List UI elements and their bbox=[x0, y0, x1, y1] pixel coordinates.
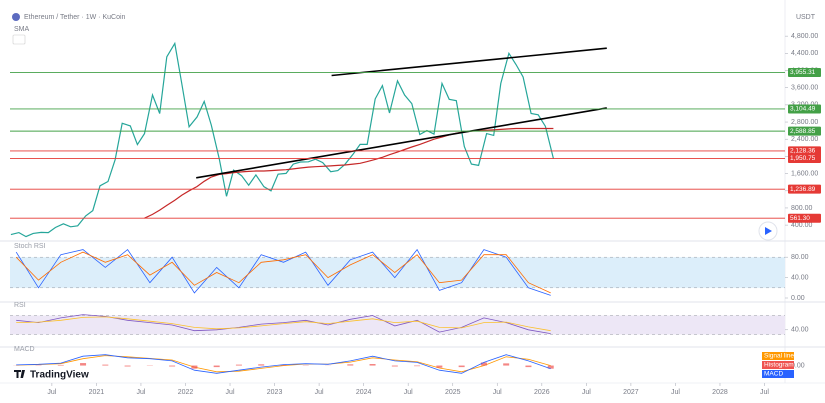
brand-name: TradingView bbox=[30, 370, 89, 381]
level-label: 561.30 bbox=[790, 215, 810, 222]
series-line bbox=[16, 314, 551, 334]
collapse-button[interactable] bbox=[12, 34, 26, 45]
histogram-bar bbox=[169, 365, 176, 367]
level-label-bg bbox=[788, 213, 821, 223]
pane-title: Stoch RSI bbox=[14, 243, 46, 250]
histogram-bar bbox=[369, 364, 376, 366]
x-tick-label: Jul bbox=[493, 389, 502, 396]
histogram-bar bbox=[213, 365, 220, 368]
y-tick-label: 2,400.00 bbox=[791, 136, 818, 143]
histogram-bar bbox=[80, 363, 87, 366]
y-tick-label: 3,600.00 bbox=[791, 85, 818, 92]
y-tick-label: 40.00 bbox=[791, 327, 809, 334]
x-tick-label: Jul bbox=[47, 389, 56, 396]
series-line bbox=[16, 354, 551, 374]
legend-label: Signal line bbox=[764, 353, 794, 360]
level-label: 1,950.75 bbox=[790, 155, 816, 162]
play-button[interactable] bbox=[758, 221, 778, 241]
histogram-bar bbox=[391, 365, 398, 367]
legend-label: Histogram bbox=[764, 362, 794, 369]
histogram-bar bbox=[280, 364, 287, 366]
x-tick-label: 2028 bbox=[712, 389, 728, 396]
y-tick-label: 40.00 bbox=[791, 274, 809, 281]
y-tick-label: 1,600.00 bbox=[791, 170, 818, 177]
histogram-bar bbox=[258, 364, 265, 366]
series-line bbox=[16, 316, 551, 332]
y-tick-label: 0.00 bbox=[791, 295, 805, 302]
legend-swatch bbox=[762, 370, 794, 378]
y-tick-label: 0.00 bbox=[791, 362, 805, 369]
x-tick-label: Jul bbox=[404, 389, 413, 396]
level-label-bg bbox=[788, 146, 821, 156]
histogram-bar bbox=[458, 365, 465, 368]
series-line bbox=[10, 41, 554, 238]
band bbox=[10, 257, 785, 288]
y-tick-label: 4,800.00 bbox=[791, 33, 818, 40]
legend-label: MACD bbox=[764, 371, 783, 378]
symbol-icon bbox=[12, 13, 20, 21]
level-label: 2,128.36 bbox=[790, 148, 816, 155]
x-tick-label: 2026 bbox=[534, 389, 550, 396]
series-line bbox=[16, 355, 551, 373]
x-tick-label: Jul bbox=[226, 389, 235, 396]
x-tick-label: 2022 bbox=[178, 389, 194, 396]
brand: TradingView bbox=[14, 370, 89, 381]
x-tick-label: 2025 bbox=[445, 389, 461, 396]
level-label-bg bbox=[788, 104, 821, 114]
histogram-bar bbox=[235, 364, 242, 366]
histogram-bar bbox=[480, 362, 487, 366]
x-tick-label: 2027 bbox=[623, 389, 639, 396]
histogram-bar bbox=[436, 365, 443, 368]
histogram-bar bbox=[347, 364, 354, 366]
level-label-bg bbox=[788, 67, 821, 77]
histogram-bar bbox=[547, 365, 554, 369]
x-tick-label: Jul bbox=[315, 389, 324, 396]
histogram-bar bbox=[102, 364, 109, 366]
pane-title: RSI bbox=[14, 302, 26, 309]
level-label: 2,588.85 bbox=[790, 128, 816, 135]
level-label-bg bbox=[788, 154, 821, 164]
legend-swatch bbox=[762, 361, 794, 369]
x-tick-label: 2023 bbox=[267, 389, 283, 396]
histogram-bar bbox=[57, 364, 64, 366]
y-tick-label: 2,800.00 bbox=[791, 119, 818, 126]
x-tick-label: 2024 bbox=[356, 389, 372, 396]
pane-title: MACD bbox=[14, 346, 35, 353]
y-tick-label: 80.00 bbox=[791, 254, 809, 261]
histogram-bar bbox=[191, 365, 198, 369]
brand-logo bbox=[14, 370, 25, 378]
x-tick-label: 2021 bbox=[89, 389, 105, 396]
level-label-bg bbox=[788, 126, 821, 136]
chart-title: Ethereum / Tether · 1W · KuCoin bbox=[24, 14, 126, 21]
y-tick-label: 400.00 bbox=[791, 222, 813, 229]
x-tick-label: Jul bbox=[671, 389, 680, 396]
histogram-bar bbox=[503, 363, 510, 366]
series-line bbox=[15, 251, 551, 294]
level-label: 3,104.49 bbox=[790, 106, 816, 113]
series-line bbox=[144, 127, 554, 219]
y-tick-label: 800.00 bbox=[791, 205, 813, 212]
series-line bbox=[15, 248, 551, 296]
level-label: 3,955.31 bbox=[790, 69, 816, 76]
trendline bbox=[196, 107, 607, 179]
histogram-bar bbox=[414, 365, 421, 367]
histogram-bar bbox=[124, 365, 131, 367]
indicator-label: SMA bbox=[14, 26, 30, 33]
play-icon[interactable] bbox=[765, 227, 772, 235]
histogram-bar bbox=[525, 365, 532, 368]
x-tick-label: Jul bbox=[136, 389, 145, 396]
legend-swatch bbox=[762, 352, 794, 360]
x-tick-label: Jul bbox=[760, 389, 769, 396]
level-label-bg bbox=[788, 184, 821, 194]
level-label: 1,236.89 bbox=[790, 186, 816, 193]
y-tick-label: 4,400.00 bbox=[791, 50, 818, 57]
x-tick-label: Jul bbox=[582, 389, 591, 396]
y-axis-label: USDT bbox=[796, 14, 816, 21]
trendline bbox=[331, 47, 607, 77]
